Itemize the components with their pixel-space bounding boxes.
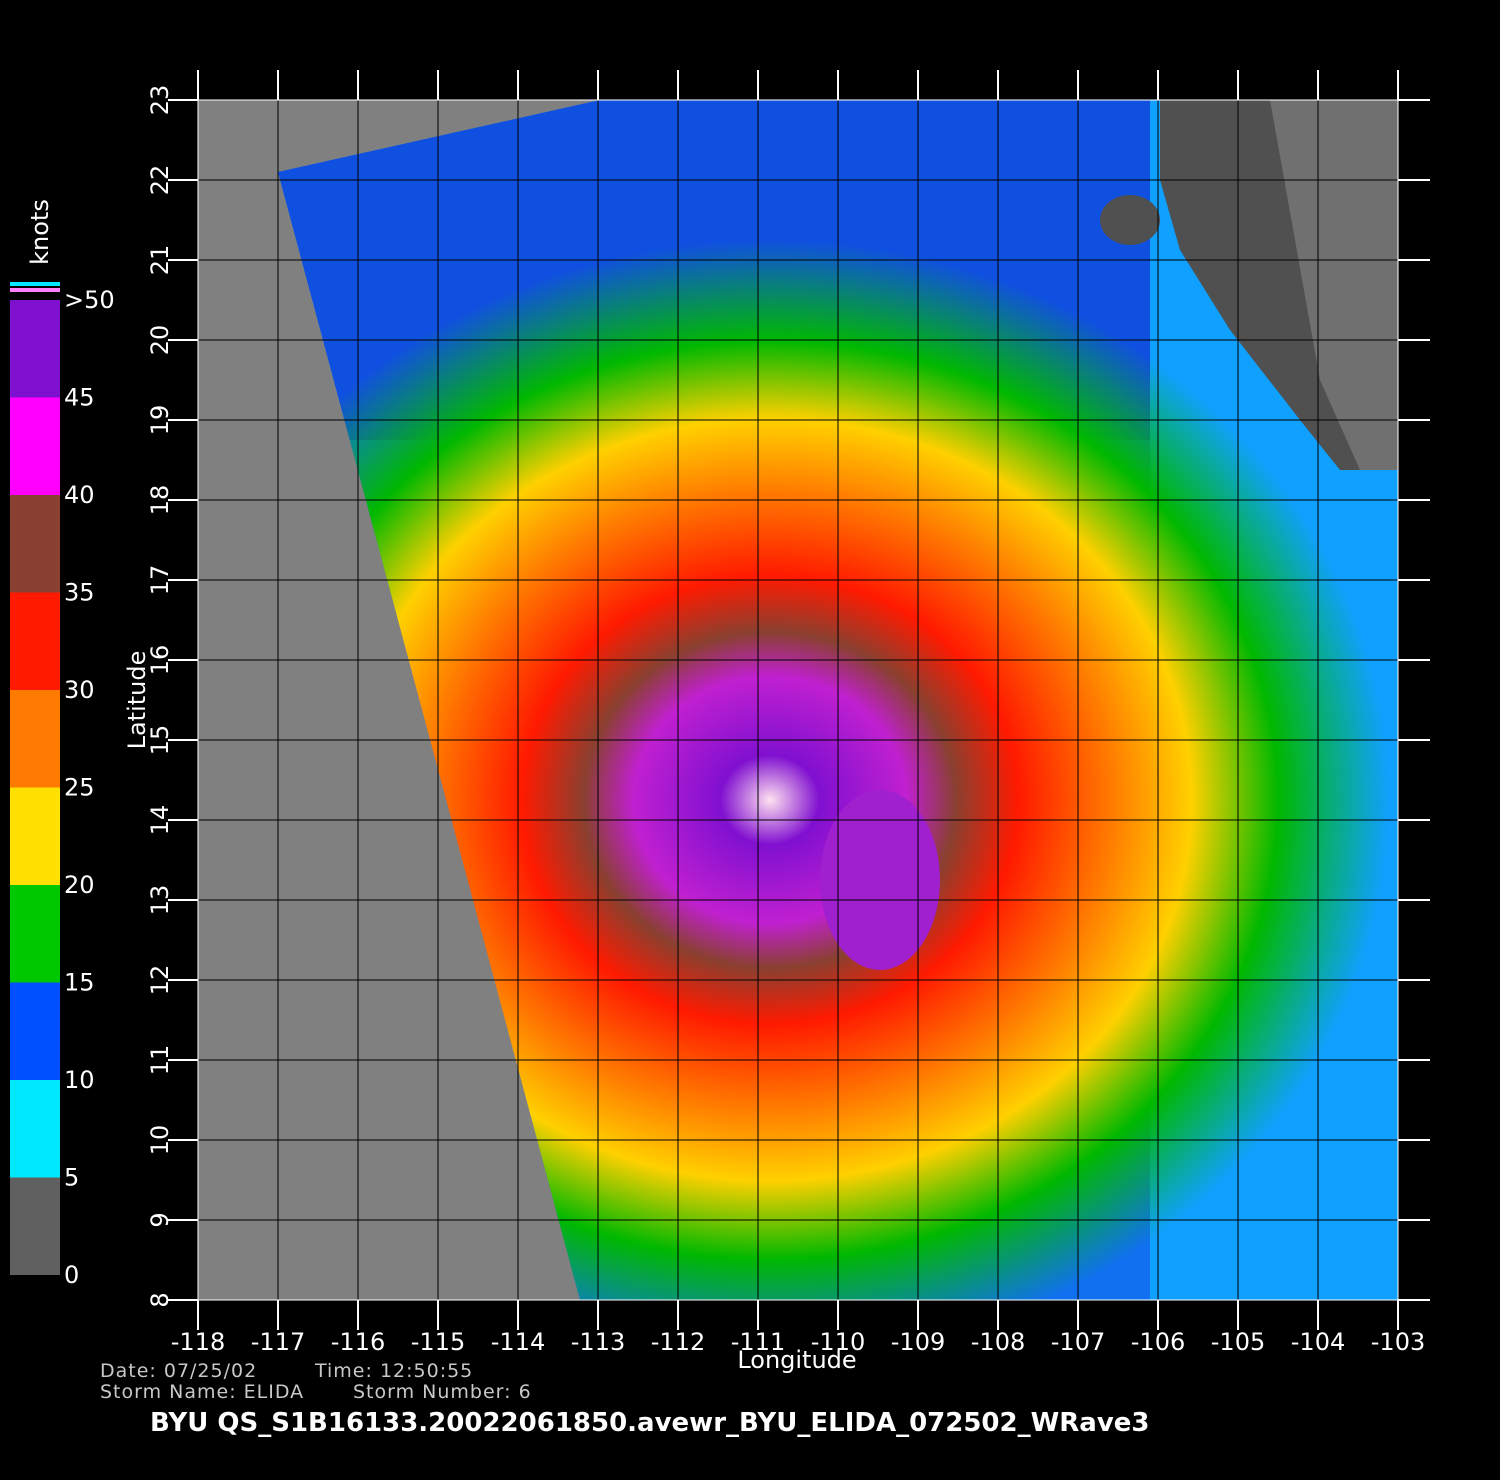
y-tick-label: 13 xyxy=(146,885,174,916)
y-tick-label: 16 xyxy=(146,645,174,676)
y-tick-label: 20 xyxy=(146,325,174,356)
colorbar-label: 15 xyxy=(64,969,95,997)
y-tick-label: 19 xyxy=(146,405,174,436)
x-tick-label: -104 xyxy=(1291,1328,1345,1356)
colorbar-segment xyxy=(10,982,60,1080)
colorbar-label: 40 xyxy=(64,481,95,509)
y-tick-label: 11 xyxy=(146,1045,174,1076)
x-tick-label: -103 xyxy=(1371,1328,1425,1356)
colorbar-cap xyxy=(10,288,60,292)
y-tick-label: 22 xyxy=(146,165,174,196)
x-tick-label: -116 xyxy=(331,1328,385,1356)
colorbar-label: 5 xyxy=(64,1164,79,1192)
colorbar-label: 20 xyxy=(64,871,95,899)
x-tick-label: -107 xyxy=(1051,1328,1105,1356)
time: Time: 12:50:55 xyxy=(314,1360,473,1382)
colorbar-label: 45 xyxy=(64,384,95,412)
storm-name: Storm Name: ELIDA xyxy=(100,1381,304,1403)
colorbar-label: 0 xyxy=(64,1261,79,1289)
x-tick-label: -113 xyxy=(571,1328,625,1356)
x-tick-label: -109 xyxy=(891,1328,945,1356)
colorbar-segment xyxy=(10,1080,60,1178)
grid xyxy=(197,99,1399,1301)
colorbar-segment xyxy=(10,1177,60,1275)
plot-frame xyxy=(197,99,1399,1301)
colorbar-segment xyxy=(10,690,60,788)
x-tick-label: -110 xyxy=(811,1328,865,1356)
y-tick-label: 14 xyxy=(146,805,174,836)
date: Date: 07/25/02 xyxy=(100,1360,257,1382)
x-tick-label: -114 xyxy=(491,1328,545,1356)
x-tick-label: -117 xyxy=(251,1328,305,1356)
colorbar-segment xyxy=(10,300,60,398)
y-tick-label: 10 xyxy=(146,1125,174,1156)
colorbar: 0 5 10 15 20 25 30 35 40 45 >50 xyxy=(10,282,115,1289)
colorbar-segment xyxy=(10,787,60,885)
colorbar-unit: knots xyxy=(26,199,54,265)
colorbar-label: 30 xyxy=(64,676,95,704)
y-tick-label: 18 xyxy=(146,485,174,516)
x-tick-label: -106 xyxy=(1131,1328,1185,1356)
colorbar-segment xyxy=(10,592,60,690)
colorbar-label: 25 xyxy=(64,774,95,802)
colorbar-segment xyxy=(10,397,60,495)
colorbar-label: 35 xyxy=(64,579,95,607)
file-title: BYU QS_S1B16133.20022061850.avewr_BYU_EL… xyxy=(150,1408,1150,1438)
colorbar-cap xyxy=(10,282,60,286)
y-tick-label: 21 xyxy=(146,245,174,276)
x-tick-label: -118 xyxy=(171,1328,225,1356)
y-tick-label: 15 xyxy=(146,725,174,756)
storm-number: Storm Number: 6 xyxy=(353,1381,532,1403)
x-tick-label: -115 xyxy=(411,1328,465,1356)
y-tick-label: 9 xyxy=(146,1212,174,1227)
colorbar-segment xyxy=(10,885,60,983)
x-tick-label: -111 xyxy=(731,1328,785,1356)
x-axis-label: Longitude xyxy=(737,1346,856,1374)
colorbar-segment xyxy=(10,495,60,593)
x-tick-label: -112 xyxy=(651,1328,705,1356)
y-tick-label: 8 xyxy=(146,1292,174,1307)
y-tick-label: 23 xyxy=(146,85,174,116)
y-tick-label: 17 xyxy=(146,565,174,596)
y-tick-label: 12 xyxy=(146,965,174,996)
colorbar-label: >50 xyxy=(64,286,115,314)
axes: -118 -117 -116 -115 -114 -113 -112 -111 -110 -109… xyxy=(146,70,1430,1356)
colorbar-label: 10 xyxy=(64,1066,95,1094)
x-tick-label: -108 xyxy=(971,1328,1025,1356)
land-edge xyxy=(1270,100,1398,470)
storm-band xyxy=(820,790,940,970)
island xyxy=(1100,195,1160,245)
y-axis-label: Latitude xyxy=(123,651,151,750)
x-tick-label: -105 xyxy=(1211,1328,1265,1356)
